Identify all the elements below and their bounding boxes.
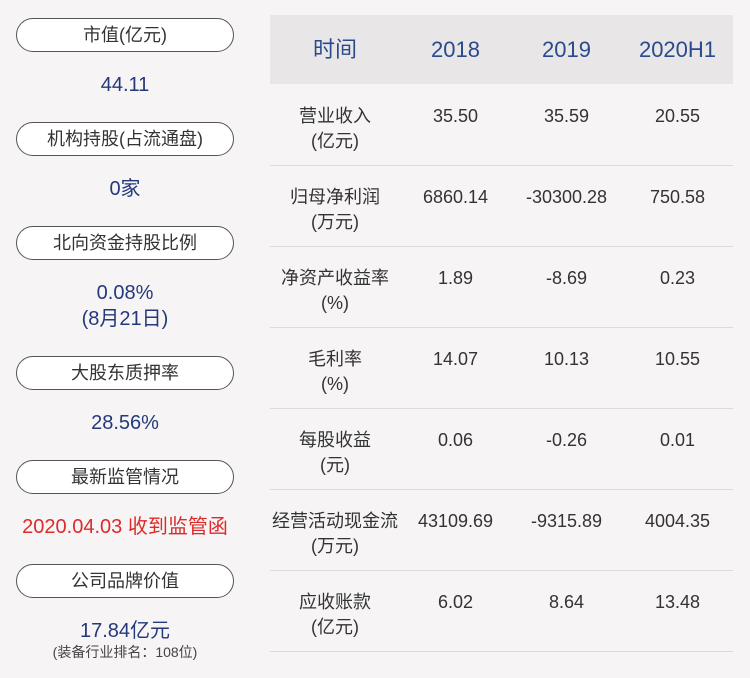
pill-label: 大股东质押率 bbox=[16, 356, 234, 390]
cell-value: 6.02 bbox=[437, 592, 474, 612]
info-value: 44.11 bbox=[100, 74, 150, 96]
row-label: (元) bbox=[320, 455, 350, 475]
info-value: (装备行业排名：108位) bbox=[52, 644, 198, 660]
row-label: 净资产收益率 bbox=[281, 268, 389, 288]
cell-value: 13.48 bbox=[654, 592, 701, 612]
row-separator bbox=[270, 651, 733, 652]
pill-label: 公司品牌价值 bbox=[16, 564, 234, 598]
row-separator bbox=[270, 165, 733, 166]
row-label: (万元) bbox=[311, 212, 359, 232]
cell-value: 43109.69 bbox=[417, 511, 494, 531]
cell-value: -0.26 bbox=[545, 430, 588, 450]
table-header-bg bbox=[270, 15, 733, 84]
info-value: 0家 bbox=[109, 178, 141, 200]
info-value: (8月21日) bbox=[81, 308, 169, 330]
row-separator bbox=[270, 489, 733, 490]
cell-value: 750.58 bbox=[649, 187, 706, 207]
pill-label: 最新监管情况 bbox=[16, 460, 234, 494]
row-label: 经营活动现金流 bbox=[272, 511, 398, 531]
info-value: 0.08% bbox=[96, 282, 154, 304]
cell-value: -8.69 bbox=[545, 268, 588, 288]
cell-value: 1.89 bbox=[437, 268, 474, 288]
pill-label: 北向资金持股比例 bbox=[16, 226, 234, 260]
cell-value: 35.59 bbox=[543, 106, 590, 126]
info-value: 2020.04.03 收到监管函 bbox=[22, 516, 228, 538]
cell-value: 10.55 bbox=[654, 349, 701, 369]
row-label: (亿元) bbox=[311, 617, 359, 637]
cell-value: 0.23 bbox=[659, 268, 696, 288]
row-label: 营业收入 bbox=[299, 106, 371, 126]
cell-value: 4004.35 bbox=[644, 511, 711, 531]
cell-value: 35.50 bbox=[432, 106, 479, 126]
row-separator bbox=[270, 327, 733, 328]
cell-value: 20.55 bbox=[654, 106, 701, 126]
table-header-cell: 时间 bbox=[312, 37, 357, 62]
cell-value: 8.64 bbox=[548, 592, 585, 612]
row-separator bbox=[270, 570, 733, 571]
row-separator bbox=[270, 246, 733, 247]
cell-value: 10.13 bbox=[543, 349, 590, 369]
cell-value: 0.06 bbox=[437, 430, 474, 450]
pill-label: 机构持股(占流通盘) bbox=[16, 122, 234, 156]
cell-value: 0.01 bbox=[659, 430, 696, 450]
row-label: (%) bbox=[321, 293, 349, 313]
cell-value: 6860.14 bbox=[422, 187, 489, 207]
row-label: (%) bbox=[321, 374, 349, 394]
row-separator bbox=[270, 408, 733, 409]
info-value: 17.84亿元 bbox=[79, 620, 171, 642]
row-label: (亿元) bbox=[311, 131, 359, 151]
table-header-cell: 2019 bbox=[542, 37, 591, 62]
info-value: 28.56% bbox=[91, 412, 159, 434]
table-header-cell: 2018 bbox=[431, 37, 480, 62]
row-label: 归母净利润 bbox=[290, 187, 380, 207]
row-label: 毛利率 bbox=[308, 349, 362, 369]
cell-value: -9315.89 bbox=[530, 511, 603, 531]
cell-value: -30300.28 bbox=[525, 187, 608, 207]
row-label: (万元) bbox=[311, 536, 359, 556]
table-header-cell: 2020H1 bbox=[638, 37, 717, 62]
row-label: 每股收益 bbox=[299, 430, 371, 450]
cell-value: 14.07 bbox=[432, 349, 479, 369]
pill-label: 市值(亿元) bbox=[16, 18, 234, 52]
row-label: 应收账款 bbox=[299, 592, 371, 612]
